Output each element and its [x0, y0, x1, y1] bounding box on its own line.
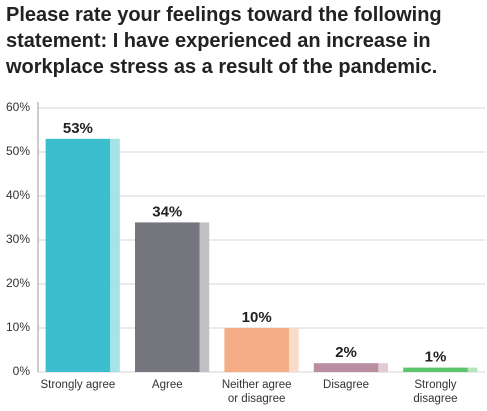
- y-tick-label: 50%: [6, 144, 30, 158]
- bar-shade: [378, 363, 389, 372]
- x-tick-label: Disagree: [323, 379, 370, 391]
- bar: [403, 367, 468, 372]
- value-label: 34%: [152, 203, 182, 220]
- value-label: 2%: [335, 344, 357, 361]
- value-label: 10%: [242, 309, 272, 326]
- chart-title: Please rate your feelings toward the fol…: [6, 4, 442, 78]
- y-tick-label: 20%: [6, 276, 30, 290]
- x-tick-label: Strongly disagree: [413, 379, 458, 405]
- y-tick-label: 40%: [6, 188, 30, 202]
- x-tick-label: Strongly agree: [40, 379, 116, 391]
- y-tick-label: 30%: [6, 232, 30, 246]
- y-tick-label: 10%: [6, 320, 30, 334]
- bar-shade: [288, 328, 299, 372]
- bar-shade: [467, 367, 478, 372]
- x-tick-label: Agree: [151, 379, 183, 391]
- bar: [134, 222, 200, 372]
- bar-shade: [110, 138, 120, 372]
- bar: [224, 328, 289, 372]
- bar-shade: [199, 222, 210, 372]
- y-tick-label: 0%: [13, 364, 31, 378]
- bar: [313, 363, 379, 372]
- value-label: 1%: [425, 349, 447, 366]
- x-tick-label: Neither agree or disagree: [221, 379, 292, 405]
- value-label: 53%: [63, 120, 93, 137]
- bar: [45, 138, 111, 372]
- y-tick-label: 60%: [6, 100, 30, 114]
